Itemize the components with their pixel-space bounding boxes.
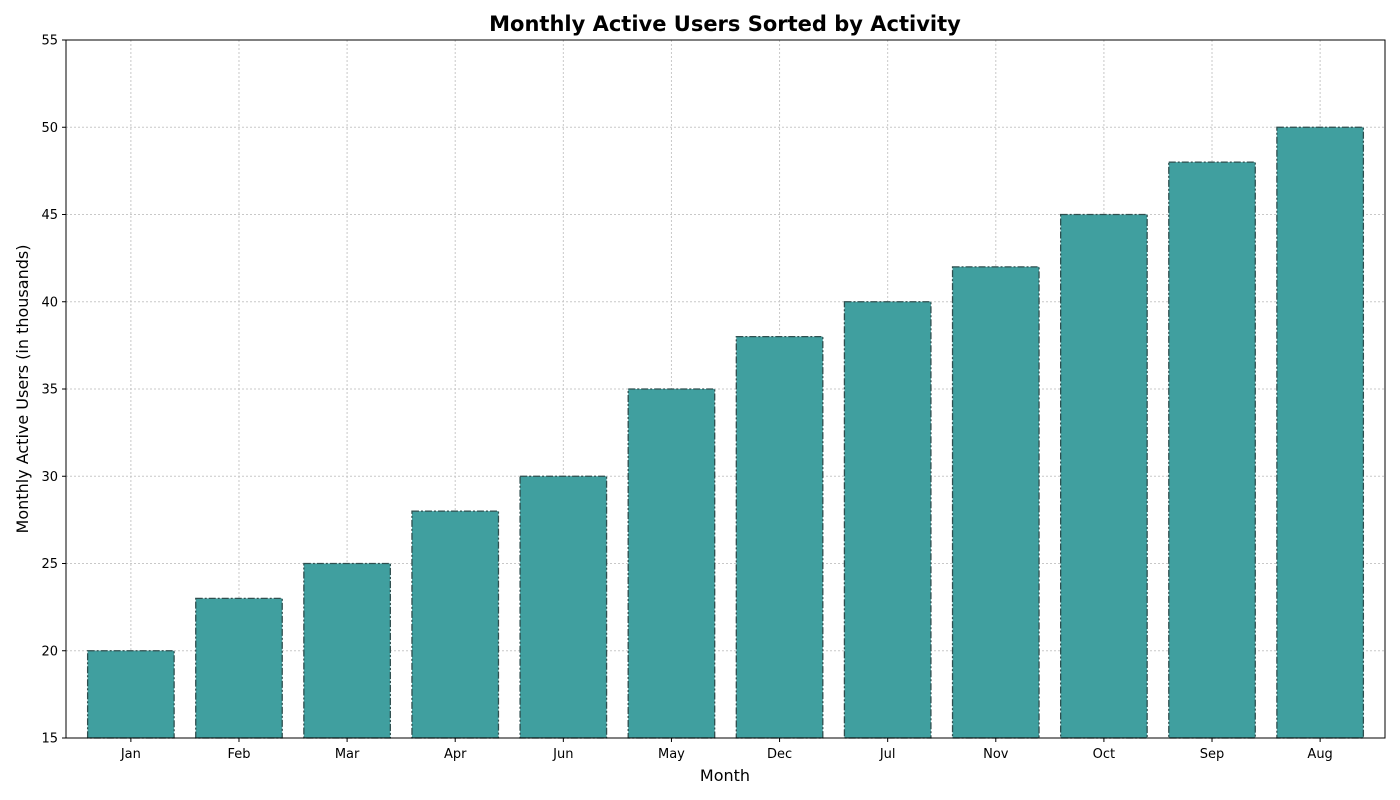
x-axis-label: Month: [700, 766, 750, 785]
y-tick-label: 35: [41, 383, 58, 398]
bar-aug: [1276, 126, 1365, 739]
y-tick-label: 45: [41, 208, 58, 223]
x-axis-ticks: Jan Feb Mar Apr Jun May Dec Jul Nov Oct Sep Aug: [120, 738, 1333, 762]
x-tick-label-feb: Feb: [227, 747, 250, 762]
x-tick-label-aug: Aug: [1307, 747, 1332, 762]
bar-jun: [519, 475, 608, 739]
y-tick-label: 40: [41, 295, 58, 310]
x-tick-label-sep: Sep: [1200, 747, 1225, 762]
bar-may: [627, 388, 716, 739]
y-tick-label: 15: [41, 732, 58, 747]
bar-nov: [951, 266, 1040, 739]
y-tick-label: 50: [41, 121, 58, 136]
bar-jul: [843, 301, 932, 739]
bar-sep: [1168, 161, 1256, 739]
x-tick-label-jun: Jun: [552, 747, 573, 762]
bar-jan: [86, 650, 175, 739]
x-tick-label-oct: Oct: [1093, 747, 1115, 762]
y-tick-label: 30: [41, 470, 58, 485]
y-tick-label: 55: [41, 34, 58, 49]
x-tick-label-dec: Dec: [767, 747, 792, 762]
bars: [86, 126, 1365, 739]
bar-apr: [411, 510, 500, 739]
y-axis-label: Monthly Active Users (in thousands): [13, 245, 32, 534]
bar-dec: [735, 335, 824, 739]
x-tick-label-jan: Jan: [120, 747, 141, 762]
y-axis-ticks: 15 20 25 30 35 40 45 50 55: [41, 34, 66, 747]
x-tick-label-may: May: [658, 747, 685, 762]
x-tick-label-jul: Jul: [879, 747, 896, 762]
bar-feb: [195, 597, 283, 739]
y-tick-label: 25: [41, 557, 58, 572]
x-tick-label-mar: Mar: [335, 747, 360, 762]
bar-mar: [303, 562, 391, 739]
bar-oct: [1060, 213, 1148, 739]
x-tick-label-apr: Apr: [444, 747, 467, 762]
chart-title: Monthly Active Users Sorted by Activity: [489, 12, 961, 36]
y-tick-label: 20: [41, 644, 58, 659]
x-tick-label-nov: Nov: [983, 747, 1009, 762]
